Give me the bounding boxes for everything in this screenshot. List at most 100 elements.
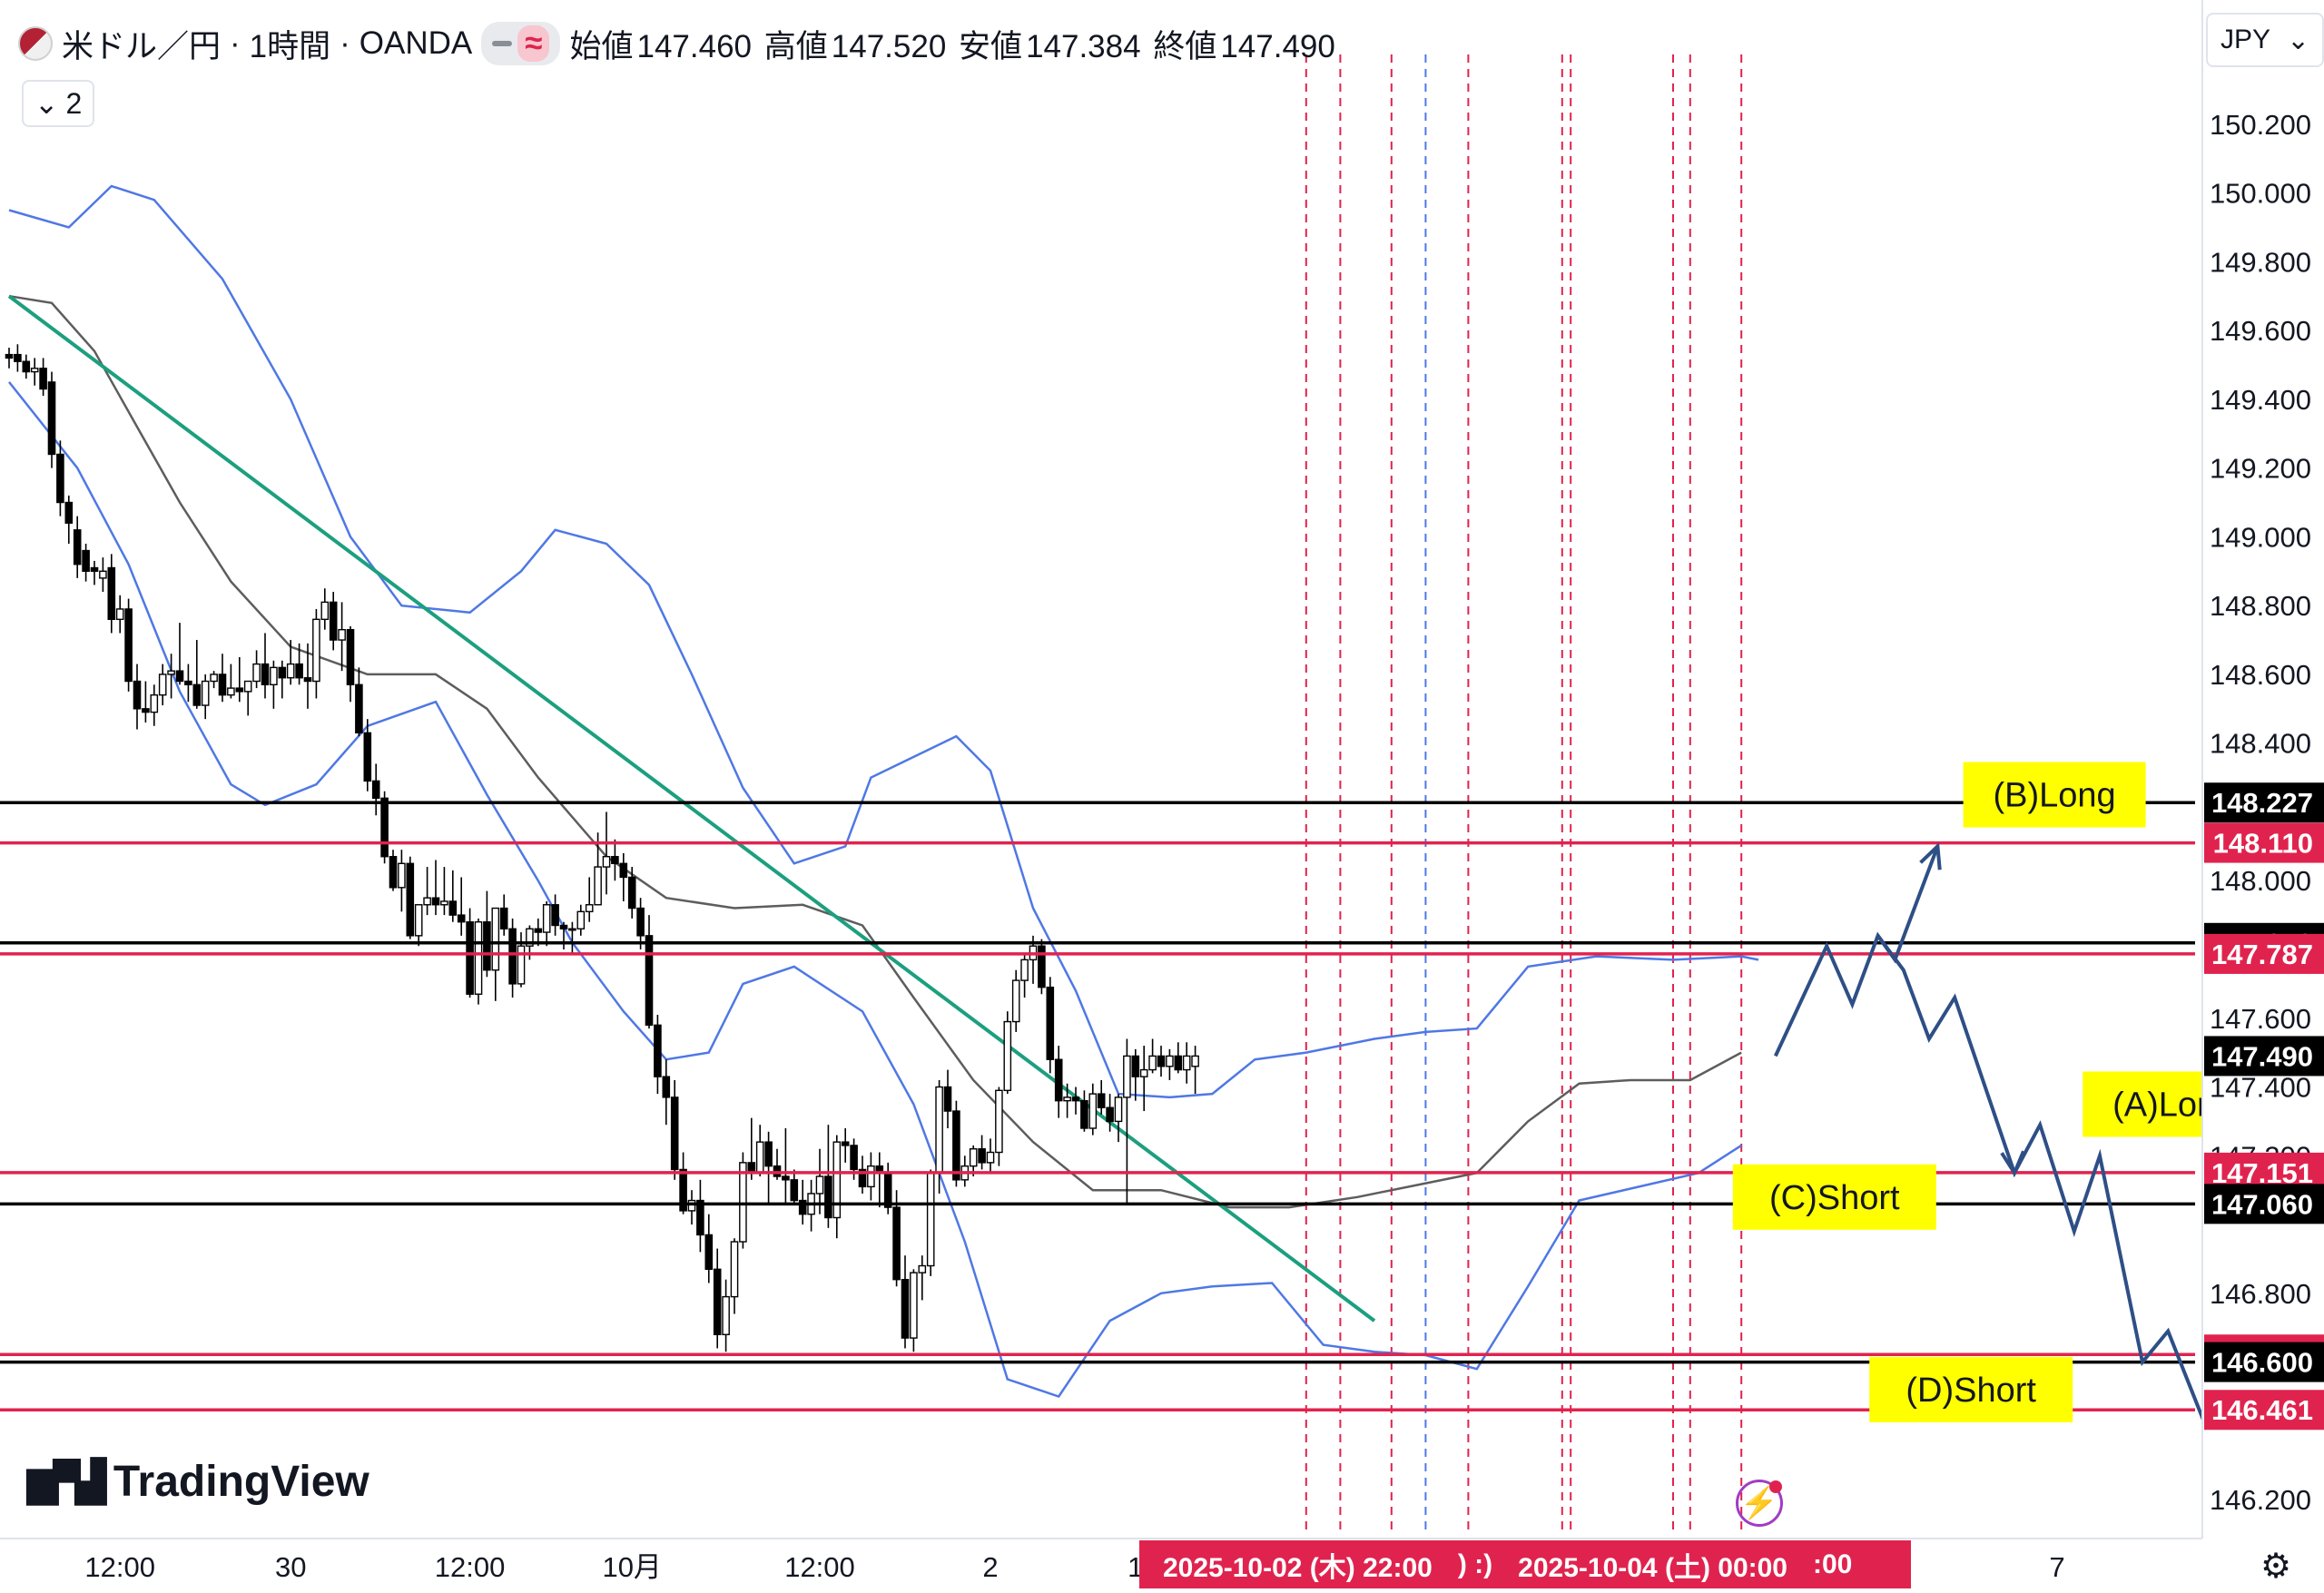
logo-text: TradingView: [113, 1458, 369, 1506]
scenario-label[interactable]: (D)Short: [1869, 1356, 2073, 1422]
price-tick-label: 147.400: [2210, 1072, 2311, 1104]
candle-body: [611, 856, 619, 864]
candle-body: [107, 566, 116, 621]
candle-body: [517, 945, 526, 985]
ohlc-readout: 始値 147.460 高値 147.520 安値 147.384 終値 147.490: [569, 21, 1338, 67]
candle-body: [483, 920, 491, 971]
scenario-label[interactable]: (C)Short: [1732, 1164, 1936, 1230]
low-label: 安値: [959, 28, 1023, 64]
candle-body: [798, 1199, 807, 1215]
candle-body: [363, 732, 372, 782]
symbol-header: 米ドル／円 · 1時間 · OANDA ≈ 始値 147.460 高値 147.52…: [18, 18, 1339, 69]
candle-body: [534, 928, 543, 933]
indicator-collapse-button[interactable]: ⌄ 2: [22, 80, 94, 127]
symbol-name[interactable]: 米ドル／円: [62, 28, 222, 64]
time-tick-label: 30: [275, 1551, 306, 1583]
price-level-tag[interactable]: [2204, 933, 2324, 974]
candle-body: [764, 1141, 773, 1167]
candle-body: [824, 1175, 832, 1219]
currency-selector[interactable]: JPY ⌄: [2206, 13, 2324, 67]
price-tick-label: 146.200: [2210, 1484, 2311, 1516]
candle-body: [585, 904, 594, 913]
scenario-label-text: (C)Short: [1769, 1179, 1900, 1217]
open-value: 147.460: [636, 28, 753, 64]
candle-body: [542, 904, 551, 933]
price-level-tag[interactable]: [2204, 822, 2324, 863]
timeframe[interactable]: 1時間: [249, 28, 331, 64]
notification-dot: [1769, 1480, 1782, 1493]
candle-body: [883, 1172, 892, 1208]
candle-body: [969, 1148, 978, 1167]
price-level-tag-text: 146.461: [2211, 1394, 2313, 1426]
candle-body: [115, 608, 124, 621]
candle-body: [431, 897, 440, 906]
candle-body: [1088, 1093, 1098, 1129]
separator: ·: [230, 25, 241, 61]
candle-body: [508, 928, 517, 985]
candle-body: [252, 663, 261, 683]
candle-body: [5, 353, 14, 359]
candle-body: [448, 900, 458, 916]
candle-body: [73, 529, 82, 565]
candle-body: [150, 693, 159, 713]
currency-label: JPY: [2221, 25, 2271, 54]
price-tick-label: 149.200: [2210, 453, 2311, 485]
price-level-tag[interactable]: [2204, 1342, 2324, 1382]
candle-body: [99, 570, 107, 579]
candle-body: [346, 628, 355, 686]
candle-body: [295, 663, 303, 679]
price-tick-label: 148.400: [2210, 728, 2311, 760]
candle-body: [832, 1141, 842, 1219]
lightning-icon[interactable]: ⚡: [1736, 1480, 1783, 1527]
time-tick-label: 2: [982, 1551, 998, 1583]
price-level-tag[interactable]: [2204, 1390, 2324, 1431]
price-level-tag-text: 147.151: [2211, 1157, 2313, 1189]
price-level-tag[interactable]: [2204, 782, 2324, 823]
date-range-middle: ) :): [1457, 1549, 1493, 1579]
price-level-tag[interactable]: [2204, 1036, 2324, 1077]
price-tick-label: 149.000: [2210, 521, 2311, 553]
broker: OANDA: [359, 25, 473, 61]
downtrend-line[interactable]: [7, 294, 1376, 1323]
candle-body: [1174, 1055, 1183, 1071]
candle-body: [167, 670, 175, 675]
candle-body: [320, 601, 330, 621]
candle-body: [1139, 1068, 1148, 1077]
scenario-label-box: [1963, 762, 2146, 828]
time-tick-label: 10月: [602, 1551, 661, 1583]
price-level-tag[interactable]: [2204, 1184, 2324, 1224]
chart-type-toggle[interactable]: ≈: [481, 22, 561, 65]
indicator-count: 2: [65, 86, 83, 120]
candle-body: [1020, 959, 1029, 981]
line-toggle-icon[interactable]: [492, 41, 513, 46]
approx-icon[interactable]: ≈: [517, 25, 550, 62]
candle-body: [406, 862, 415, 937]
scenario-label[interactable]: (B)Long: [1963, 762, 2146, 828]
candle-body: [1097, 1093, 1106, 1108]
candle-body: [1182, 1055, 1191, 1071]
candle-body: [696, 1199, 704, 1236]
candle-body: [730, 1241, 739, 1298]
candle-body: [679, 1168, 687, 1212]
candle-body: [355, 683, 363, 734]
tradingview-logo[interactable]: ▆▀▟ TradingView: [27, 1457, 369, 1507]
open-label: 始値: [569, 28, 634, 64]
candle-body: [414, 904, 423, 937]
candle-body: [892, 1206, 901, 1281]
selected-date-range[interactable]: 2025-10-02 (木) 22:00 ) :) 2025-10-04 (土)…: [1139, 1540, 1911, 1588]
settings-gear-icon[interactable]: ⚙: [2260, 1547, 2292, 1586]
candle-body: [243, 680, 252, 693]
candle-body: [943, 1086, 952, 1112]
candle-body: [602, 856, 611, 868]
candle-body: [1148, 1055, 1157, 1071]
scenario-label-text: (B)Long: [1993, 777, 2115, 815]
price-level-tag-text: 148.227: [2211, 787, 2313, 819]
candle-body: [636, 907, 645, 937]
price-tick-label: 149.800: [2210, 246, 2311, 278]
price-tick-label: 150.000: [2210, 178, 2311, 210]
price-tick-label: 149.400: [2210, 384, 2311, 416]
candle-body: [1046, 986, 1055, 1060]
candle-body: [739, 1162, 747, 1243]
candle-body: [841, 1141, 850, 1146]
